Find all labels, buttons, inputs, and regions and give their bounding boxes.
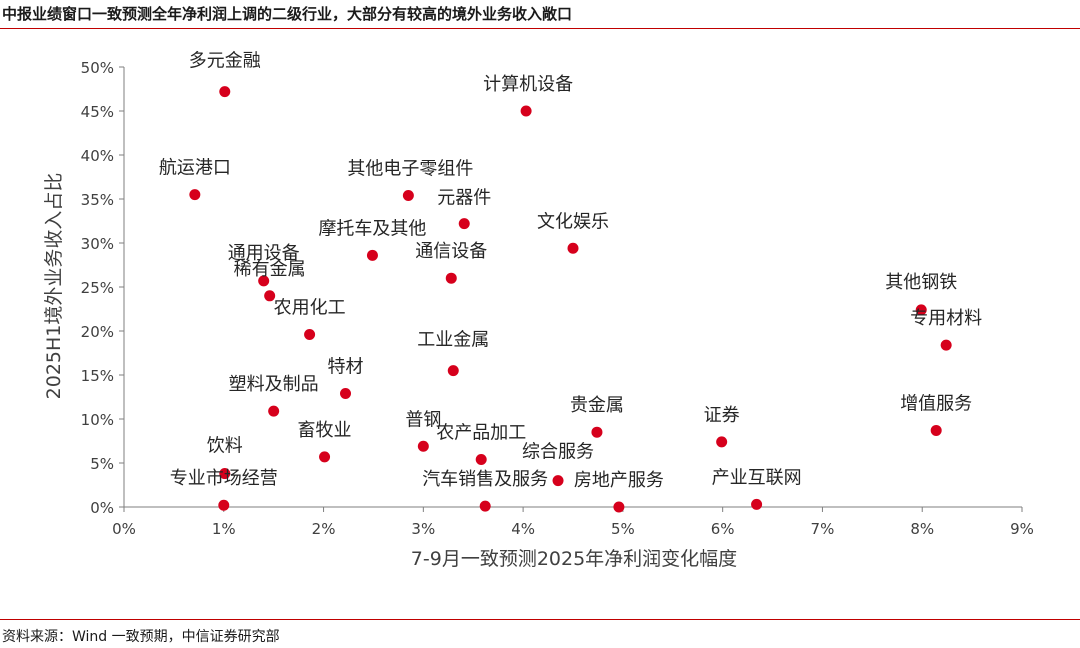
data-label: 贵金属 [570,395,624,416]
data-label: 塑料及制品 [229,374,319,395]
data-label: 通信设备 [415,241,487,262]
x-tick-label: 0% [112,520,136,538]
data-label: 稀有金属 [234,259,306,280]
data-label: 其他钢铁 [885,272,957,293]
data-point [915,304,927,316]
y-tick-label: 40% [81,147,114,165]
data-point [445,272,457,284]
y-tick-label: 50% [81,59,114,77]
data-point [591,426,603,438]
data-label: 证券 [704,405,740,426]
data-point [447,365,459,377]
y-tick-label: 35% [81,191,114,209]
bottom-rule [0,619,1080,620]
data-point [258,275,270,287]
data-label: 增值服务 [900,393,972,414]
x-tick-label: 7% [811,520,835,538]
data-point [366,249,378,261]
data-point [520,105,532,117]
data-label: 摩托车及其他 [318,218,426,239]
data-point [219,86,231,98]
data-point [304,329,316,341]
data-label: 文化娱乐 [537,211,609,232]
data-point [940,339,952,351]
data-label: 专用材料 [910,308,982,329]
x-axis-title: 7-9月一致预测2025年净利润变化幅度 [411,548,737,570]
data-point [567,242,579,254]
data-point [319,451,331,463]
source-note: 资料来源：Wind 一致预期，中信证券研究部 [2,629,280,645]
data-label: 航运港口 [159,158,231,179]
x-tick-label: 8% [910,520,934,538]
data-point [189,189,201,201]
data-label: 其他电子零组件 [347,158,473,179]
data-label: 通用设备 [228,243,300,264]
x-tick-label: 5% [611,520,635,538]
data-point [552,475,564,487]
y-tick-label: 30% [81,235,114,253]
data-label: 元器件 [437,188,491,209]
data-point [268,405,280,417]
top-rule [0,28,1080,29]
y-tick-label: 5% [90,455,114,473]
data-label: 农用化工 [274,298,346,319]
data-point [475,453,487,465]
data-label: 特材 [328,356,364,377]
y-tick-label: 45% [81,103,114,121]
data-label: 计算机设备 [483,74,573,95]
data-label: 专业市场经营 [170,468,278,489]
data-label: 产业互联网 [712,467,802,488]
x-tick-label: 6% [711,520,735,538]
y-tick-label: 10% [81,411,114,429]
data-label: 综合服务 [522,442,594,463]
data-point [218,499,230,511]
data-label: 多元金融 [189,51,261,72]
y-tick-label: 20% [81,323,114,341]
data-points [189,86,952,513]
data-label: 畜牧业 [298,420,352,441]
x-tick-label: 9% [1010,520,1034,538]
y-tick-label: 25% [81,279,114,297]
data-point [716,436,728,448]
x-tick-label: 4% [511,520,535,538]
data-point [340,387,352,399]
data-point [417,440,429,452]
data-point [264,290,276,302]
y-axis-title: 2025H1境外业务收入占比 [43,173,65,400]
data-label: 普钢 [405,409,441,430]
data-label: 饮料 [207,436,243,457]
x-tick-label: 3% [411,520,435,538]
data-point [402,189,414,201]
x-tick-label: 2% [312,520,336,538]
data-point [613,501,625,513]
report-title: 中报业绩窗口一致预测全年净利润上调的二级行业，大部分有较高的境外业务收入敞口 [2,5,573,23]
data-point [751,498,763,510]
x-tick-label: 1% [212,520,236,538]
y-tick-label: 15% [81,367,114,385]
data-point [458,218,470,230]
data-label: 工业金属 [417,330,489,351]
data-label: 房地产服务 [574,470,664,491]
data-label: 农产品加工 [436,422,526,443]
y-tick-label: 0% [90,499,114,517]
data-point [930,424,942,436]
data-point [479,500,491,512]
data-point [219,468,231,480]
data-label: 汽车销售及服务 [422,469,548,490]
scatter-chart: 0% 5% 10% 15% 20% 25% 30% 35% 40% 45% 50% 0% 1% 2% 3% 4… [43,51,1034,570]
axes: 0% 5% 10% 15% 20% 25% 30% 35% 40% 45% 50% 0% 1% 2% 3% 4… [81,59,1034,538]
